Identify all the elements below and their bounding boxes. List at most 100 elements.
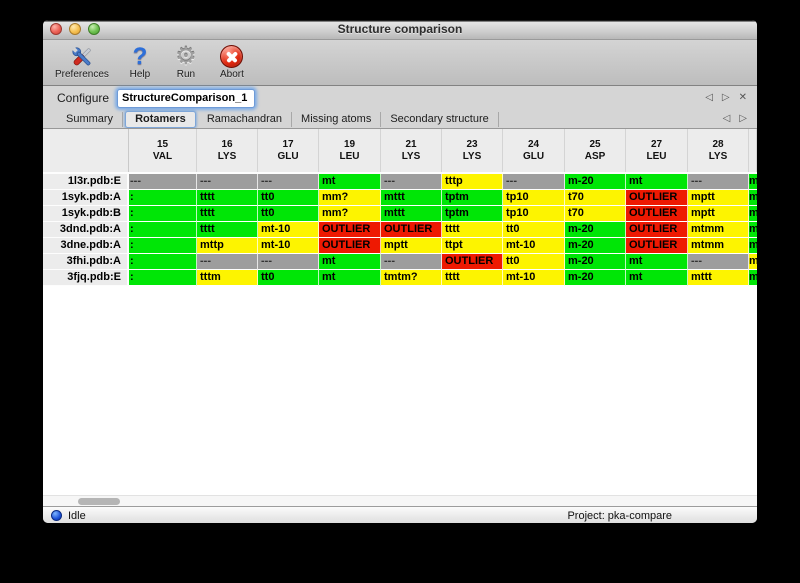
pane-left-arrow-icon[interactable]: ◁ [705,92,713,103]
table-cell[interactable]: tttt [197,190,258,206]
table-cell[interactable]: mm? [319,206,381,222]
column-header-16[interactable]: 16 LYS [197,129,258,172]
table-cell[interactable]: mtmm [688,238,749,254]
table-cell[interactable]: mttt [381,190,442,206]
row-label[interactable]: 1l3r.pdb:E [43,174,129,190]
column-header-15[interactable]: 15 VAL [129,129,197,172]
table-cell[interactable]: tp10 [503,206,565,222]
table-cell[interactable]: --- [503,174,565,190]
column-header-28[interactable]: 28 LYS [688,129,749,172]
table-cell[interactable]: mt [319,174,381,190]
table-cell[interactable]: tttt [442,270,503,286]
table-cell[interactable]: m-20 [565,238,626,254]
table-cell[interactable]: --- [381,174,442,190]
minimize-window-button[interactable] [69,23,81,35]
row-label[interactable]: 1syk.pdb:B [43,206,129,222]
table-cell[interactable]: : [129,254,197,270]
column-header-19[interactable]: 19 LEU [319,129,381,172]
table-cell[interactable]: mtmm [688,222,749,238]
tab-scroll-left-icon[interactable]: ◁ [722,113,731,124]
table-cell[interactable]: m-20 [565,254,626,270]
table-cell[interactable]: mt [626,254,688,270]
table-cell[interactable]: tmtm? [381,270,442,286]
table-cell[interactable]: --- [381,254,442,270]
table-cell[interactable]: tttt [442,222,503,238]
help-button[interactable]: ? Help [125,43,155,80]
table-cell[interactable]: tt0 [258,190,319,206]
table-cell[interactable]: mttt [381,206,442,222]
table-cell[interactable]: tptm [442,190,503,206]
table-cell[interactable]: t70 [565,190,626,206]
column-header-17[interactable]: 17 GLU [258,129,319,172]
table-cell-clipped[interactable]: m [749,222,757,238]
table-cell-clipped[interactable]: m [749,270,757,286]
table-cell[interactable]: tptm [442,206,503,222]
column-header-27[interactable]: 27 LEU [626,129,688,172]
table-cell[interactable]: : [129,270,197,286]
tab-missing-atoms[interactable]: Missing atoms [292,111,382,127]
row-label[interactable]: 3dne.pdb:A [43,238,129,254]
table-cell-clipped[interactable]: m [749,238,757,254]
column-header-24[interactable]: 24 GLU [503,129,565,172]
table-cell[interactable]: OUTLIER [626,206,688,222]
tab-ramachandran[interactable]: Ramachandran [198,111,293,127]
table-cell-clipped[interactable]: m [749,206,757,222]
pane-close-icon[interactable]: ✕ [738,92,747,103]
table-cell[interactable]: OUTLIER [319,238,381,254]
table-cell[interactable]: tttm [197,270,258,286]
row-label[interactable]: 3fhi.pdb:A [43,254,129,270]
table-cell-clipped[interactable]: m [749,254,757,270]
row-label[interactable]: 3fjq.pdb:E [43,270,129,286]
row-label[interactable]: 1syk.pdb:A [43,190,129,206]
table-cell-clipped[interactable]: m [749,190,757,206]
table-cell[interactable]: m-20 [565,222,626,238]
scrollbar-thumb[interactable] [78,498,120,505]
table-cell[interactable]: mt [319,270,381,286]
column-header-25[interactable]: 25 ASP [565,129,626,172]
table-cell[interactable]: mptt [688,190,749,206]
table-cell[interactable]: mt [626,174,688,190]
table-cell[interactable]: t70 [565,206,626,222]
title-bar[interactable]: Structure comparison [43,20,757,40]
pane-right-arrow-icon[interactable]: ▷ [721,92,730,103]
table-cell[interactable]: tttt [197,222,258,238]
table-cell[interactable]: OUTLIER [381,222,442,238]
table-cell[interactable]: tt0 [503,254,565,270]
table-cell[interactable]: --- [197,174,258,190]
table-cell[interactable]: --- [197,254,258,270]
table-cell[interactable]: mptt [381,238,442,254]
table-cell[interactable]: tp10 [503,190,565,206]
table-cell[interactable]: : [129,206,197,222]
table-cell[interactable]: --- [258,174,319,190]
row-label[interactable]: 3dnd.pdb:A [43,222,129,238]
column-header-21[interactable]: 21 LYS [381,129,442,172]
abort-button[interactable]: Abort [217,43,247,80]
tab-summary[interactable]: Summary [57,111,124,127]
table-cell[interactable]: mt-10 [503,238,565,254]
tab-secondary-structure[interactable]: Secondary structure [381,111,499,127]
table-cell[interactable]: OUTLIER [442,254,503,270]
table-cell[interactable]: mt [626,270,688,286]
table-cell[interactable]: tttt [197,206,258,222]
table-cell-clipped[interactable]: m [749,174,757,190]
tab-rotamers[interactable]: Rotamers [125,110,196,128]
table-cell[interactable]: mm? [319,190,381,206]
table-cell[interactable]: m-20 [565,270,626,286]
configure-name-input[interactable] [117,88,256,108]
table-cell[interactable]: tt0 [258,206,319,222]
table-cell[interactable]: tttp [442,174,503,190]
column-header-23[interactable]: 23 LYS [442,129,503,172]
table-cell[interactable]: OUTLIER [319,222,381,238]
table-cell[interactable]: mt-10 [258,238,319,254]
horizontal-scrollbar[interactable] [43,495,757,506]
table-cell[interactable]: mttp [197,238,258,254]
zoom-window-button[interactable] [88,23,100,35]
table-cell[interactable]: --- [258,254,319,270]
table-cell[interactable]: mt-10 [258,222,319,238]
table-cell[interactable]: : [129,190,197,206]
table-cell[interactable]: OUTLIER [626,238,688,254]
table-cell[interactable]: --- [688,174,749,190]
table-cell[interactable]: --- [129,174,197,190]
table-cell[interactable]: --- [688,254,749,270]
table-cell[interactable]: OUTLIER [626,222,688,238]
